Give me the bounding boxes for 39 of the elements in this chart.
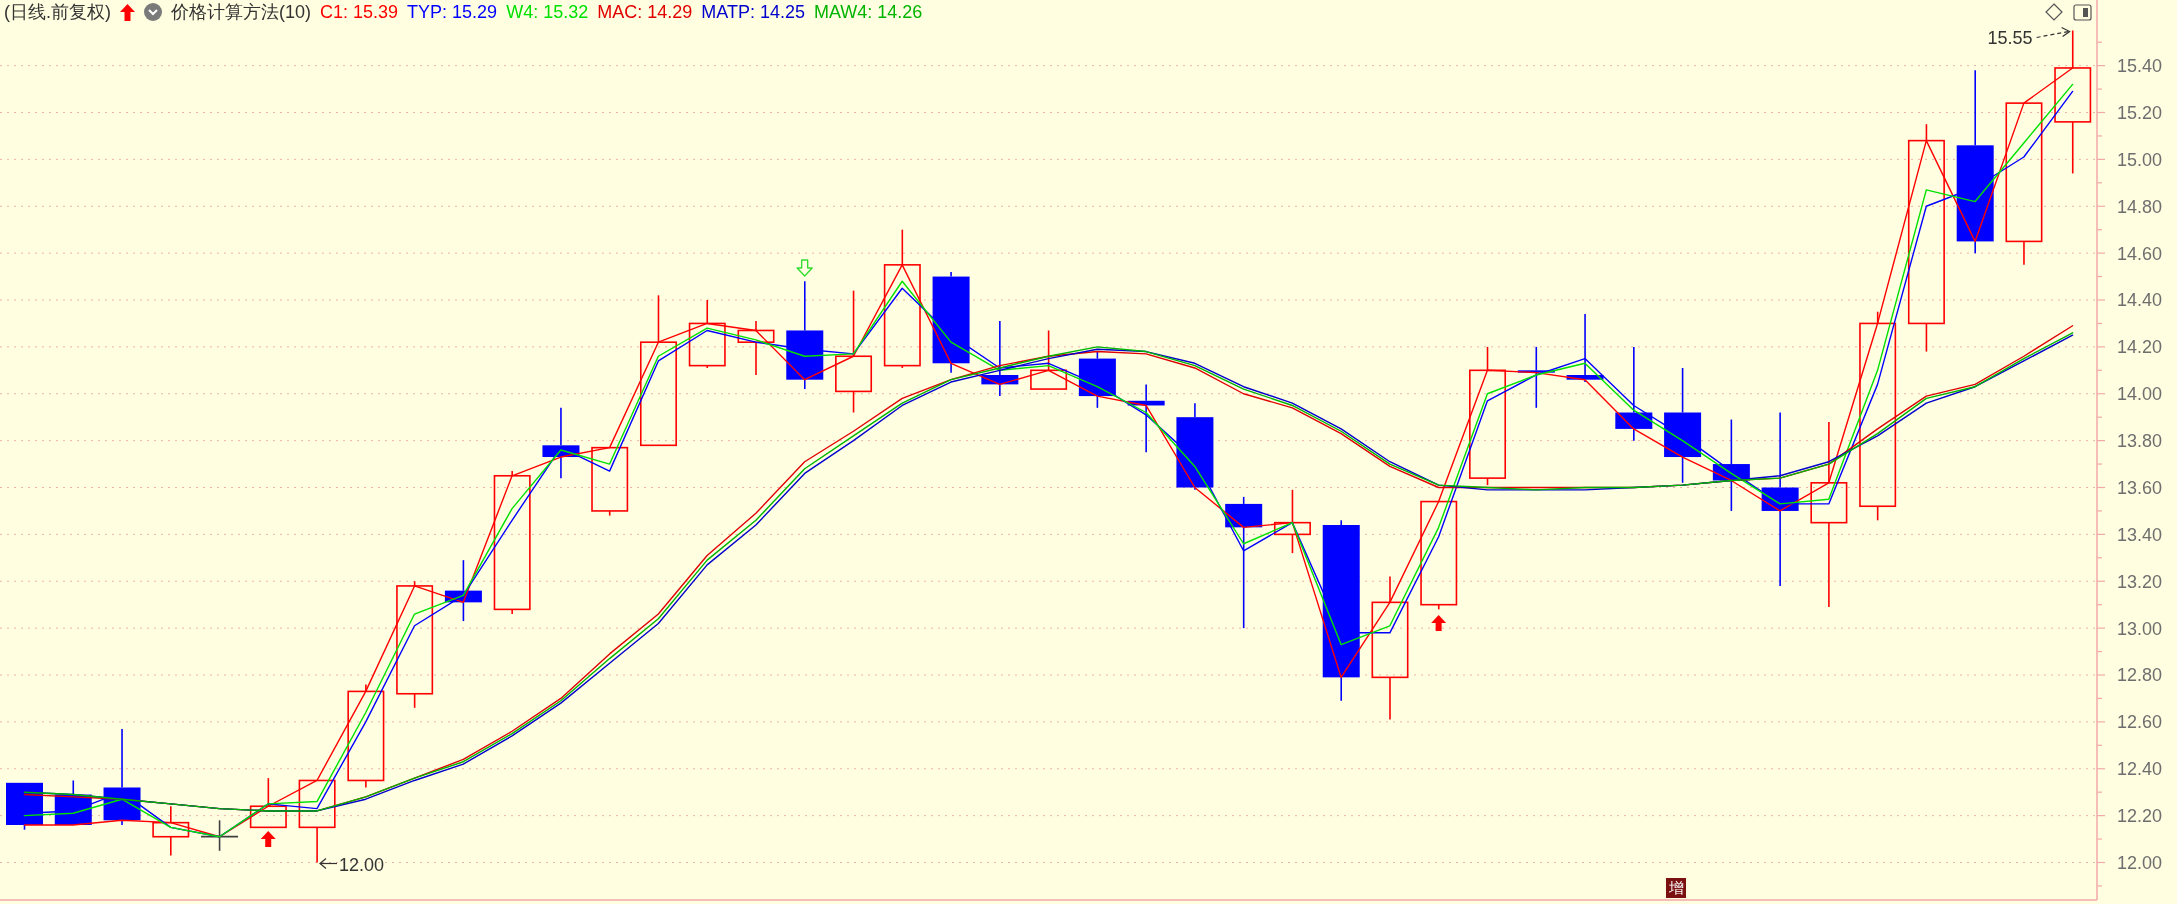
candlestick bbox=[835, 289, 873, 414]
text: MAW4: 14.26 bbox=[813, 1, 923, 23]
y-tick-label: 14.40 bbox=[2117, 290, 2163, 311]
text: MAC: 14.29 bbox=[597, 1, 693, 23]
y-tick-label: 13.80 bbox=[2117, 431, 2163, 452]
y-tick-label: 15.40 bbox=[2117, 56, 2163, 77]
candlestick bbox=[1273, 489, 1311, 554]
candlestick bbox=[932, 271, 970, 374]
text: MATP: 14.25 bbox=[701, 1, 805, 23]
candlestick bbox=[1322, 519, 1360, 702]
y-tick-label: 14.80 bbox=[2117, 196, 2163, 217]
annotation: 15.55 bbox=[1987, 27, 2033, 48]
y-tick-label: 13.40 bbox=[2117, 524, 2163, 545]
candlestick bbox=[786, 280, 824, 390]
y-tick-label: 14.00 bbox=[2117, 384, 2163, 405]
y-tick-label: 12.40 bbox=[2117, 759, 2163, 780]
candlestick bbox=[347, 683, 385, 789]
candlestick bbox=[1810, 421, 1848, 608]
text: TYP: 15.29 bbox=[407, 1, 498, 23]
y-tick-label: 12.80 bbox=[2117, 665, 2163, 686]
candlestick bbox=[1371, 575, 1409, 721]
chart-subtitle: 价格计算方法(10) bbox=[171, 1, 312, 23]
y-tick-label: 14.20 bbox=[2117, 337, 2163, 358]
y-tick-label: 15.20 bbox=[2117, 102, 2163, 123]
candlestick bbox=[493, 470, 531, 615]
y-tick-label: 13.60 bbox=[2117, 477, 2163, 498]
candlestick bbox=[737, 320, 775, 376]
candlestick bbox=[688, 299, 726, 369]
y-tick-label: 12.60 bbox=[2117, 712, 2163, 733]
text: W4: 15.32 bbox=[506, 1, 589, 23]
annotation: 12.00 bbox=[338, 854, 385, 875]
y-tick-label: 13.00 bbox=[2117, 618, 2163, 639]
y-tick-label: 15.00 bbox=[2117, 149, 2163, 170]
y-tick-label: 13.20 bbox=[2117, 571, 2163, 592]
chart-title: (日线.前复权) bbox=[4, 1, 111, 23]
y-tick-label: 12.00 bbox=[2117, 852, 2163, 873]
y-tick-label: 14.60 bbox=[2117, 243, 2163, 264]
y-tick-label: 12.20 bbox=[2117, 806, 2163, 827]
text: C1: 15.39 bbox=[320, 1, 399, 23]
